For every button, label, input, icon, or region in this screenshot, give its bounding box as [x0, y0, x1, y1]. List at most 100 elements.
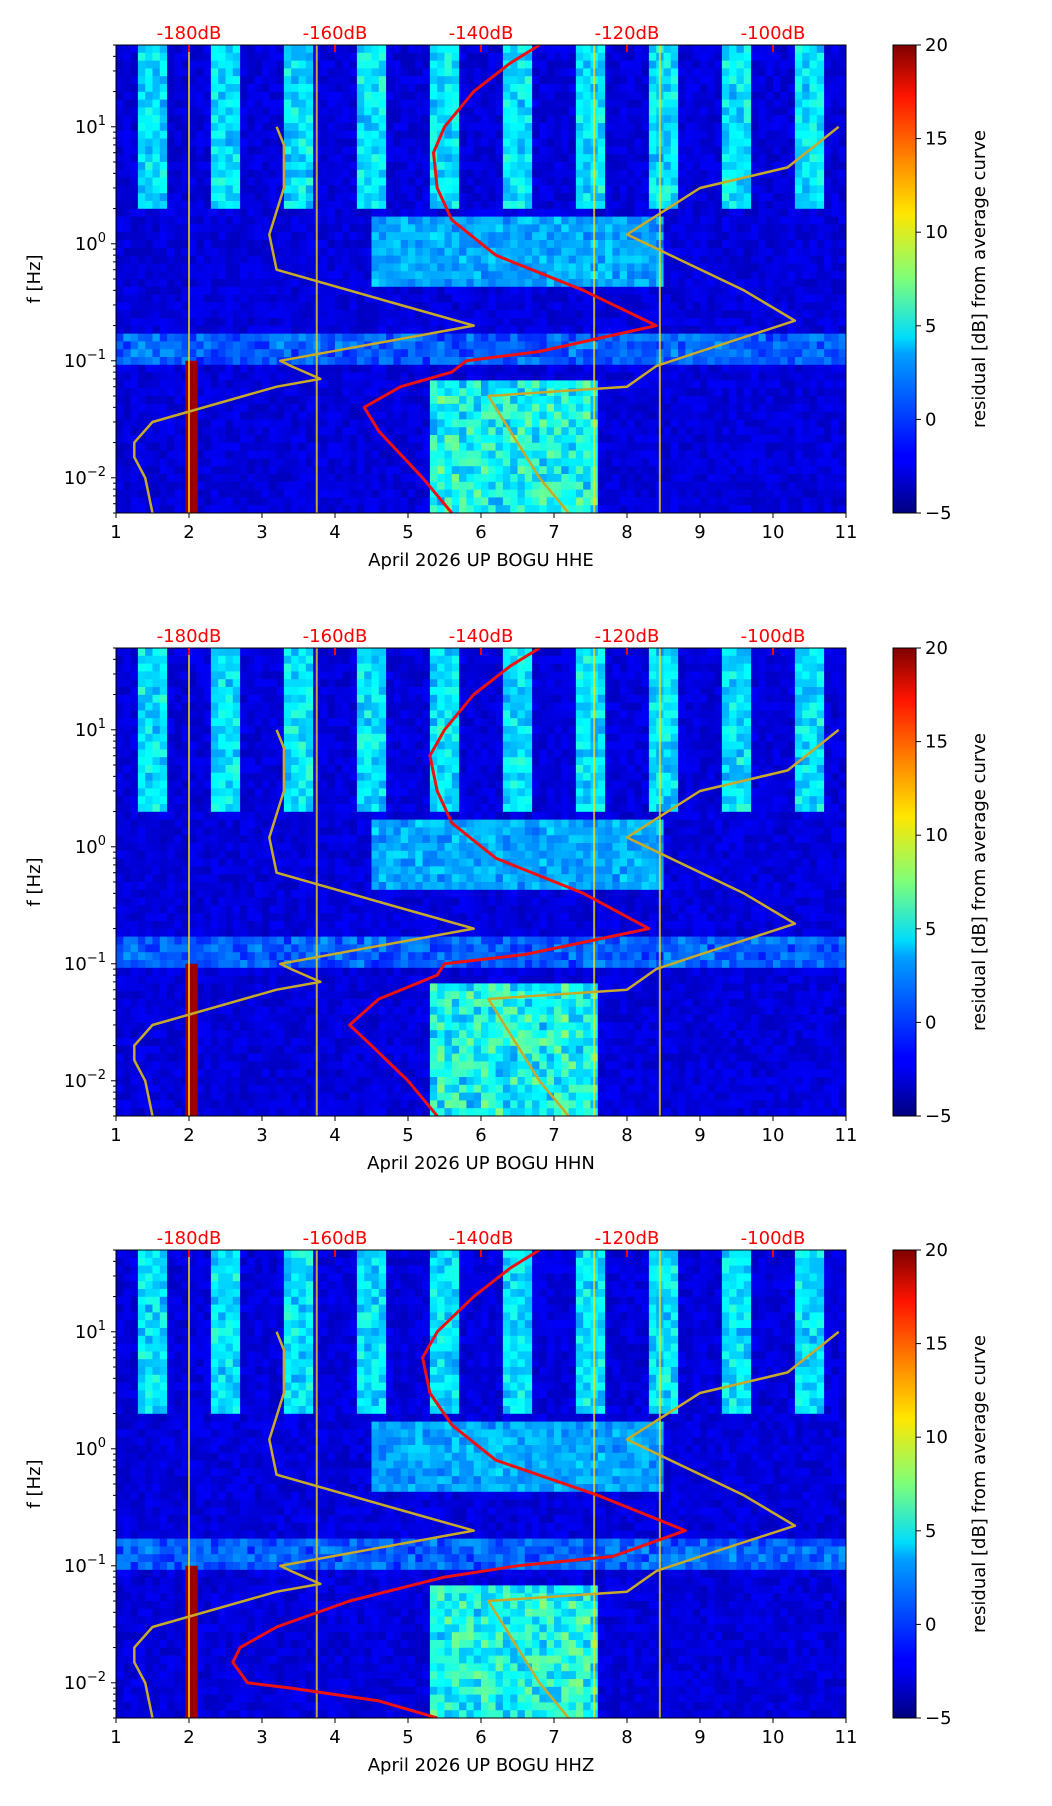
spectrogram-cell: [685, 208, 694, 218]
spectrogram-cell: [510, 279, 519, 288]
spectrogram-cell: [159, 310, 168, 319]
spectrogram-cell: [305, 185, 314, 194]
spectrogram-cell: [583, 232, 592, 241]
spectrogram-cell: [568, 458, 577, 467]
spectrogram-cell: [429, 201, 438, 210]
spectrogram-cell: [502, 185, 511, 194]
spectrogram-cell: [678, 497, 686, 506]
spectrogram-cell: [327, 154, 336, 163]
spectrogram-cell: [641, 481, 650, 491]
spectrogram-cell: [298, 185, 307, 194]
spectrogram-cell: [189, 52, 197, 62]
spectrogram-cell: [422, 505, 431, 513]
spectrogram-cell: [364, 224, 373, 233]
spectrogram-cell: [429, 349, 438, 358]
spectrogram-cell: [459, 302, 467, 311]
spectrogram-cell: [583, 52, 592, 62]
spectrogram-cell: [393, 427, 402, 436]
spectrogram-cell: [247, 505, 256, 513]
spectrogram-cell: [627, 419, 635, 428]
spectrogram-cell: [400, 177, 409, 186]
spectrogram-cell: [554, 162, 562, 171]
spectrogram-cell: [532, 505, 540, 513]
spectrogram-cell: [692, 130, 701, 140]
spectrogram-cell: [714, 442, 723, 452]
spectrogram-cell: [510, 107, 519, 116]
spectrogram-cell: [378, 123, 387, 132]
spectrogram-cell: [429, 138, 438, 147]
spectrogram-cell: [196, 146, 205, 155]
spectrogram-cell: [116, 138, 124, 147]
spectrogram-cell: [444, 302, 453, 311]
spectrogram-cell: [429, 442, 438, 452]
spectrogram-cell: [327, 411, 336, 420]
spectrogram-cell: [495, 91, 504, 101]
spectrogram-cell: [393, 201, 402, 210]
spectrogram-cell: [466, 279, 475, 288]
spectrogram-cell: [174, 294, 183, 303]
spectrogram-cell: [663, 130, 672, 140]
spectrogram-cell: [254, 255, 263, 264]
spectrogram-cell: [386, 294, 394, 303]
spectrogram-cell: [437, 45, 446, 54]
spectrogram-cell: [495, 279, 504, 288]
spectrogram-cell: [481, 91, 489, 101]
spectrogram-cell: [597, 271, 606, 280]
spectrogram-cell: [554, 123, 562, 132]
spectrogram-cell: [210, 146, 219, 155]
spectrogram-cell: [276, 364, 285, 374]
spectrogram-cell: [707, 403, 716, 413]
spectrogram-cell: [539, 138, 548, 147]
spectrogram-cell: [605, 169, 613, 179]
spectrogram-cell: [700, 279, 708, 288]
spectrogram-cell: [561, 45, 570, 54]
spectrogram-cell: [612, 99, 621, 108]
spectrogram-cell: [159, 91, 168, 101]
spectrogram-cell: [130, 146, 139, 155]
spectrogram-cell: [517, 325, 526, 335]
spectrogram-cell: [218, 232, 227, 241]
spectrogram-cell: [473, 247, 482, 257]
spectrogram-cell: [488, 130, 497, 140]
spectrogram-cell: [437, 68, 446, 77]
spectrogram-cell: [320, 68, 329, 77]
spectrogram-cell: [393, 208, 402, 218]
spectrogram-cell: [123, 325, 132, 335]
spectrogram-cell: [276, 240, 285, 249]
spectrogram-cell: [116, 201, 124, 210]
spectrogram-cell: [342, 505, 351, 513]
spectrogram-cell: [116, 91, 124, 101]
spectrogram-cell: [495, 388, 504, 397]
spectrogram-cell: [641, 45, 650, 54]
spectrogram-cell: [342, 279, 351, 288]
spectrogram-cell: [678, 286, 686, 296]
spectrogram-cell: [415, 341, 424, 350]
spectrogram-cell: [451, 497, 460, 506]
spectrogram-cell: [605, 310, 613, 319]
spectrogram-cell: [488, 286, 497, 296]
spectrogram-cell: [619, 154, 628, 163]
spectrogram-cell: [386, 450, 394, 459]
spectrogram-cell: [524, 216, 533, 225]
spectrogram-cell: [561, 310, 570, 319]
spectrogram-cell: [342, 130, 351, 140]
spectrogram-cell: [692, 146, 701, 155]
spectrogram-cell: [532, 162, 540, 171]
spectrogram-cell: [159, 115, 168, 124]
spectrogram-cell: [707, 185, 716, 194]
spectrogram-cell: [510, 294, 519, 303]
spectrogram-cell: [254, 427, 263, 436]
spectrogram-cell: [692, 396, 701, 405]
spectrogram-cell: [400, 481, 409, 491]
spectrogram-cell: [627, 442, 635, 452]
spectrogram-cell: [225, 279, 234, 288]
spectrogram-cell: [210, 201, 219, 210]
spectrogram-cell: [502, 286, 511, 296]
spectrogram-cell: [707, 341, 716, 350]
spectrogram-cell: [130, 466, 139, 475]
spectrogram-cell: [159, 466, 168, 475]
spectrogram-cell: [400, 99, 409, 108]
spectrogram-cell: [700, 76, 708, 85]
spectrogram-cell: [575, 185, 584, 194]
spectrogram-cell: [466, 138, 475, 147]
